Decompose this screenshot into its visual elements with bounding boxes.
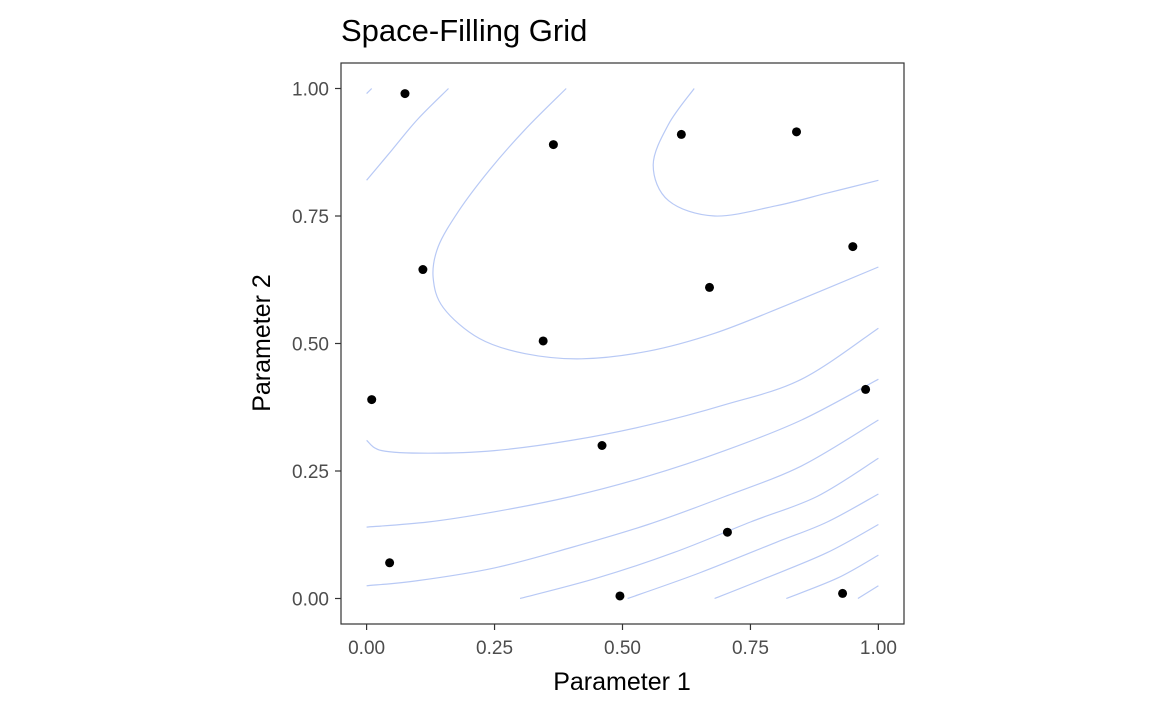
data-point — [548, 140, 558, 150]
x-tick-label: 0.50 — [604, 638, 641, 659]
contour-line — [519, 457, 879, 600]
contour-line — [366, 378, 879, 528]
data-point — [400, 89, 410, 99]
contour-line — [366, 327, 879, 454]
y-tick-label: 0.75 — [292, 207, 329, 228]
contour-line — [366, 419, 879, 587]
data-points — [367, 89, 871, 601]
data-point — [861, 384, 871, 394]
data-point — [538, 336, 548, 346]
data-point — [705, 282, 715, 292]
contour-line — [786, 554, 879, 600]
contour-line — [366, 88, 449, 181]
contour-line — [652, 88, 879, 217]
contour-lines — [366, 88, 879, 600]
contour-line — [857, 585, 879, 600]
y-tick-label: 0.00 — [292, 590, 329, 611]
chart-title: Space-Filling Grid — [341, 13, 587, 48]
data-point — [676, 129, 686, 139]
x-axis-title: Parameter 1 — [553, 668, 691, 696]
x-tick-label: 0.00 — [348, 638, 385, 659]
x-axis: 0.00 0.25 0.50 0.75 1.00 — [348, 624, 897, 659]
data-point — [418, 265, 428, 275]
data-point — [597, 441, 607, 450]
data-point — [385, 558, 395, 568]
data-point — [838, 588, 848, 598]
y-tick-label: 0.25 — [292, 462, 329, 483]
data-point — [367, 395, 377, 405]
contour-line — [366, 88, 373, 95]
contour-line — [627, 493, 879, 600]
y-axis-title: Parameter 2 — [248, 274, 276, 412]
y-tick-label: 1.00 — [292, 80, 329, 101]
x-tick-label: 1.00 — [860, 638, 897, 659]
y-tick-label: 0.50 — [292, 335, 329, 356]
x-tick-label: 0.75 — [732, 638, 769, 659]
contour-line — [432, 88, 879, 360]
plot-panel — [340, 62, 905, 625]
y-axis: 0.00 0.25 0.50 0.75 1.00 — [292, 80, 341, 611]
data-point — [792, 127, 802, 137]
data-point — [848, 242, 858, 252]
data-point — [615, 591, 625, 601]
contour-line — [714, 523, 879, 600]
x-tick-label: 0.25 — [476, 638, 513, 659]
data-point — [722, 527, 732, 537]
